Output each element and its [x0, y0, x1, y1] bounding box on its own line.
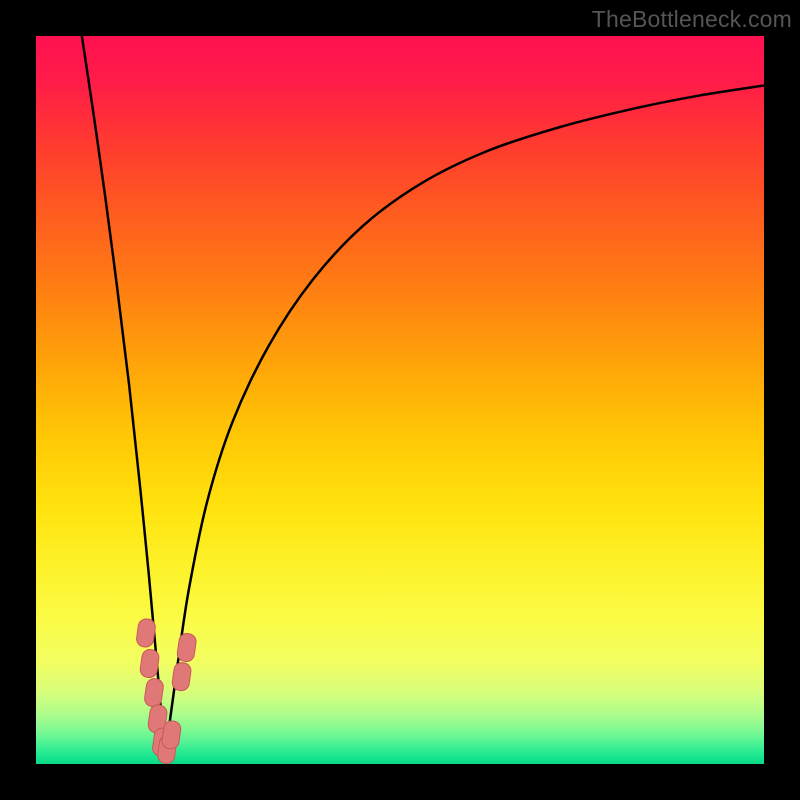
plot-area	[36, 36, 764, 764]
chart-svg	[36, 36, 764, 764]
chart-container: TheBottleneck.com	[0, 0, 800, 800]
watermark-label: TheBottleneck.com	[592, 6, 792, 33]
